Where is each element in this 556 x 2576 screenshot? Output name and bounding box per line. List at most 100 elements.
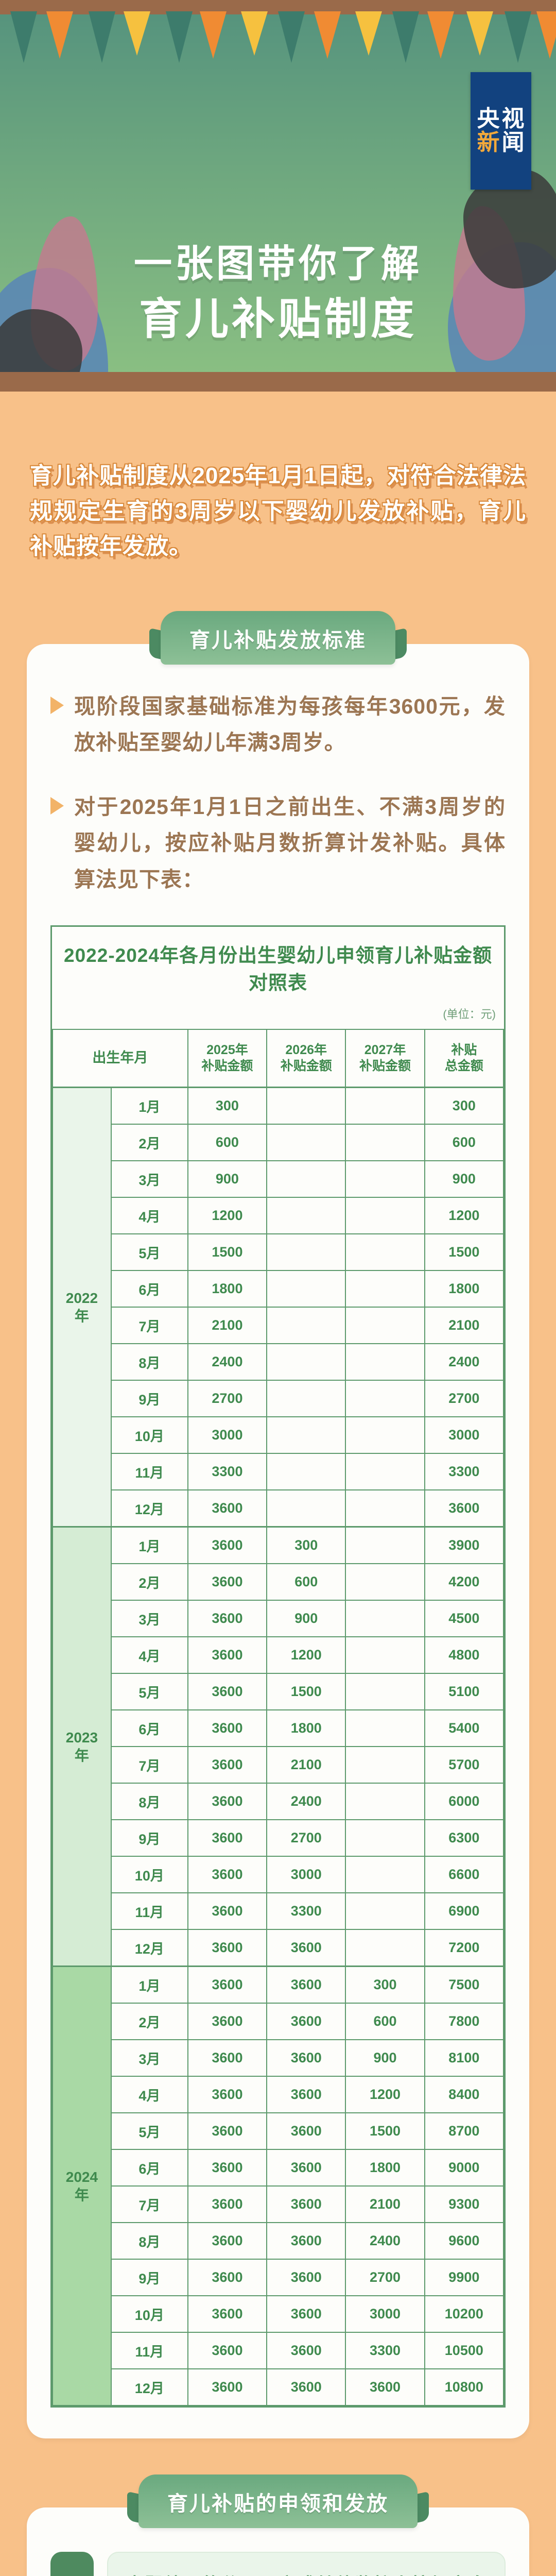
process-tab-apply: 申领 [50, 2551, 94, 2576]
table-month-cell: 12月 [110, 1928, 188, 1967]
table-month-cell: 7月 [110, 1745, 188, 1784]
table-row: 5月 1500 1500 [53, 1233, 505, 1271]
table-2027-cell [345, 1892, 425, 1930]
table-row: 6月 3600 1800 5400 [53, 1709, 505, 1747]
table-row: 12月 3600 3600 7200 [53, 1928, 505, 1967]
table-2025-cell: 3600 [187, 2368, 268, 2406]
table-row: 9月 2700 2700 [53, 1379, 505, 1417]
table-total-cell: 1800 [424, 1269, 505, 1308]
table-2026-cell: 2400 [266, 1782, 346, 1820]
table-2025-cell: 3600 [187, 2258, 268, 2296]
table-head: 出生年月 2025年 补贴金额 2026年 补贴金额 2027年 补贴金额 补贴 总金额 [52, 1028, 505, 1088]
table-2027-cell [345, 1196, 425, 1234]
table-total-cell: 6000 [424, 1782, 505, 1820]
table-2027-cell [345, 1343, 425, 1381]
table-month-cell: 10月 [110, 2295, 188, 2333]
table-month-cell: 10月 [110, 1416, 188, 1454]
table-2027-cell [345, 1599, 425, 1637]
table-total-cell: 10200 [424, 2295, 505, 2333]
table-2027-cell: 1200 [345, 2075, 425, 2113]
table-row: 2022 年 1月 300 300 [52, 1086, 505, 1528]
table-2027-cell [345, 1819, 425, 1857]
table-month-cell: 2月 [110, 1563, 188, 1601]
table-total-cell: 4800 [424, 1636, 505, 1674]
standard-bullet-2-text: 对于2025年1月1日之前出生、不满3周岁的婴幼儿，按应补贴月数折算计发补贴。具… [74, 794, 506, 891]
th-birth-year-month: 出生年月 [52, 1028, 188, 1088]
hero-title-line-1: 一张图带你了解 [134, 242, 422, 285]
table-total-cell: 10500 [424, 2331, 505, 2369]
table-2026-cell: 3600 [266, 1928, 346, 1967]
table-month-cell: 12月 [110, 1489, 188, 1528]
table-2026-cell: 1200 [266, 1636, 346, 1674]
table-title: 2022-2024年各月份出生婴幼儿申领育儿补贴金额对照表 [64, 945, 492, 993]
table-row: 8月 3600 2400 6000 [53, 1782, 505, 1820]
table-total-cell: 9300 [424, 2185, 505, 2223]
table-2025-cell: 3600 [187, 1599, 268, 1637]
table-2027-cell [345, 1489, 425, 1528]
table-month-cell: 11月 [110, 2331, 188, 2369]
table-month-cell: 7月 [110, 2185, 188, 2223]
table-month-cell: 4月 [110, 2075, 188, 2113]
table-month-cell: 7月 [110, 1306, 188, 1344]
table-2025-cell: 3600 [187, 1855, 268, 1893]
table-total-cell: 9900 [424, 2258, 505, 2296]
process-group-apply: 申领 由婴幼儿的父母一方或其他监护人按规定向婴幼儿户籍所在地申领。 申领人填写有… [50, 2551, 506, 2576]
table-2026-cell [266, 1306, 346, 1344]
table-row: 7月 3600 2100 5700 [53, 1745, 505, 1784]
th-2026-amount: 2026年 补贴金额 [266, 1028, 346, 1088]
table-2026-cell: 3600 [266, 2148, 346, 2187]
table-2025-cell: 900 [187, 1160, 268, 1198]
table-2027-cell [345, 1855, 425, 1893]
table-2025-cell: 3600 [187, 2222, 268, 2260]
table-row: 8月 2400 2400 [53, 1343, 505, 1381]
table-month-cell: 5月 [110, 1233, 188, 1271]
table-total-cell: 1200 [424, 1196, 505, 1234]
table-2025-cell: 3600 [187, 1489, 268, 1528]
table-total-cell: 2700 [424, 1379, 505, 1417]
table-2027-cell [345, 1086, 425, 1125]
table-month-cell: 1月 [110, 1086, 188, 1125]
table-2026-cell [266, 1452, 346, 1490]
table-month-cell: 9月 [110, 1819, 188, 1857]
table-2026-cell [266, 1269, 346, 1308]
table-2025-cell: 300 [187, 1086, 268, 1125]
table-row: 10月 3600 3000 6600 [53, 1855, 505, 1893]
table-month-cell: 1月 [110, 1965, 188, 2004]
table-2026-cell: 3600 [266, 1965, 346, 2004]
table-2027-cell: 3300 [345, 2331, 425, 2369]
table-2027-cell [345, 1745, 425, 1784]
table-2025-cell: 3600 [187, 1672, 268, 1710]
table-2027-cell [345, 1636, 425, 1674]
table-month-cell: 9月 [110, 2258, 188, 2296]
table-2027-cell [345, 1709, 425, 1747]
table-2025-cell: 3600 [187, 1928, 268, 1967]
table-row: 12月 3600 3600 [53, 1489, 505, 1528]
table-2027-cell [345, 1782, 425, 1820]
table-2026-cell: 3600 [266, 2002, 346, 2040]
table-month-cell: 3月 [110, 1599, 188, 1637]
table-2025-cell: 600 [187, 1123, 268, 1161]
table-row: 3月 3600 900 4500 [53, 1599, 505, 1637]
leaf-decoration-right-dark [463, 170, 556, 289]
table-row: 11月 3300 3300 [53, 1452, 505, 1490]
intro-block: 育儿补贴制度从2025年1月1日起，对符合法律法规规定生育的3周岁以下婴幼儿发放… [0, 392, 556, 611]
table-row: 2月 3600 3600 600 7800 [53, 2002, 505, 2040]
subsidy-comparison-table: 出生年月 2025年 补贴金额 2026年 补贴金额 2027年 补贴金额 补贴 总金额… [52, 1028, 505, 2406]
table-total-cell: 300 [424, 1086, 505, 1125]
table-row: 4月 3600 1200 4800 [53, 1636, 505, 1674]
table-2026-cell: 3600 [266, 2368, 346, 2406]
table-total-cell: 5100 [424, 1672, 505, 1710]
logo-char-wen: 闻 [501, 130, 525, 155]
table-row: 4月 1200 1200 [53, 1196, 505, 1234]
table-2025-cell: 3300 [187, 1452, 268, 1490]
table-row: 11月 3600 3600 3300 10500 [53, 2331, 505, 2369]
table-month-cell: 1月 [110, 1526, 188, 1564]
table-2025-cell: 3600 [187, 2075, 268, 2113]
table-year-cell: 2023 年 [52, 1526, 112, 1967]
triangle-bullet-icon [50, 696, 64, 714]
table-2025-cell: 3600 [187, 2148, 268, 2187]
table-2025-cell: 3600 [187, 1965, 268, 2004]
table-total-cell: 6300 [424, 1819, 505, 1857]
table-2026-cell: 3600 [266, 2295, 346, 2333]
